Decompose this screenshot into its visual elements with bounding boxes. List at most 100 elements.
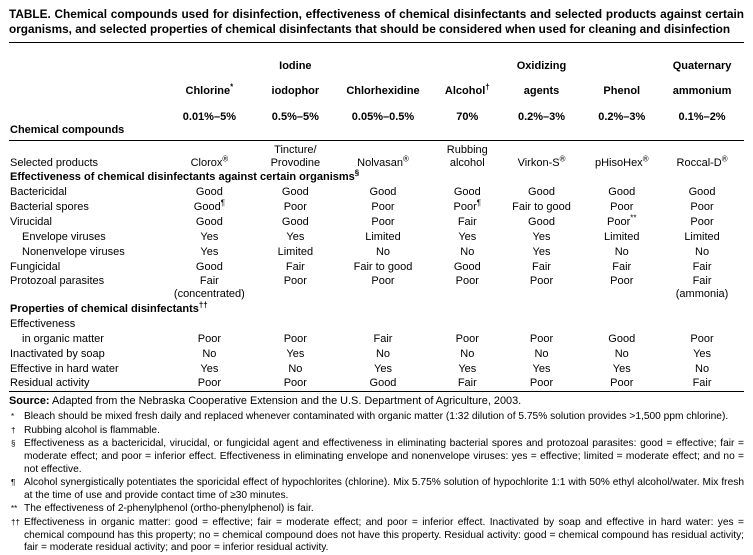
footnotes: * Bleach should be mixed fresh daily and… (9, 411, 744, 555)
cell: Fair (373, 332, 393, 345)
footnote-marker: † (11, 425, 16, 435)
cell: Yes (532, 362, 551, 375)
header-name-line: agents (523, 85, 560, 98)
cell: Yes (612, 362, 631, 375)
footnote-effectiveness-scale: § Effectiveness as a bactericidal, viruc… (9, 438, 744, 476)
cell: No (460, 347, 475, 360)
cell: Poor (610, 377, 634, 390)
cell: Poor (690, 201, 714, 214)
footnote-text: Rubbing alcohol is flammable. (24, 424, 160, 436)
cell: No (288, 362, 303, 375)
row-bacterial-spores: Bacterial spores Good¶ Poor Poor Poor¶ F… (9, 198, 744, 215)
header-name-line: Chlorhexidine (346, 85, 420, 98)
row-label: Bacterial spores (10, 201, 89, 214)
cell: Tincture/ Provodine (270, 143, 321, 169)
cell: Good (369, 377, 397, 390)
cell: Fair (612, 260, 632, 273)
footnote-text: Alcohol synergistically potentiates the … (24, 477, 744, 501)
column-header-chlorine: Chlorine* 0.01%–5% (159, 42, 260, 141)
cell: Poor (455, 275, 479, 288)
column-header-iodine-iodophor: Iodine iodophor 0.5%–5% (259, 42, 331, 141)
cell: Poor (283, 201, 307, 214)
cell: Yes (200, 230, 219, 243)
header-name-line: Chlorine* (185, 82, 234, 98)
source-line: Source: Adapted from the Nebraska Cooper… (9, 395, 744, 409)
column-header-quaternary-ammonium: Quaternary ammonium 0.1%–2% (660, 42, 744, 141)
cell: No (460, 245, 475, 258)
header-conc-line: 0.2%–3% (517, 111, 566, 124)
footnote-text: The effectiveness of 2-phenylphenol (ort… (24, 503, 314, 515)
cell: Yes (693, 347, 712, 360)
cell (260, 317, 331, 332)
footnote-text: Bleach should be mixed fresh daily and r… (24, 410, 729, 422)
cell: Good (608, 332, 636, 345)
row-label: Envelope viruses (22, 230, 106, 243)
cell: Yes (532, 230, 551, 243)
cell: Poor (371, 201, 395, 214)
section-heading-effectiveness: Effectiveness of chemical disinfectants … (9, 168, 744, 185)
cell: Poor (283, 275, 307, 288)
cell: No (202, 347, 217, 360)
row-label: Bactericidal (10, 186, 67, 199)
row-label: Residual activity (10, 377, 90, 390)
cell: pHisoHex® (595, 153, 649, 169)
row-bactericidal: Bactericidal Good Good Good Good Good Go… (9, 185, 744, 200)
cell (331, 317, 435, 332)
footnote-marker: †† (11, 518, 20, 528)
cell: Fair (692, 377, 712, 390)
cell: No (695, 362, 710, 375)
header-conc-line: 0.2%–3% (598, 111, 646, 124)
cell: Poor (610, 275, 634, 288)
cell: Good (528, 216, 555, 229)
header-conc-line: 0.1%–2% (678, 111, 726, 124)
cell: Poor (529, 275, 554, 288)
cell: Good (369, 186, 397, 199)
cell: Poor¶ (453, 198, 482, 214)
table-body: Selected products Clorox® Tincture/ Prov… (9, 140, 744, 392)
footnote-bleach: * Bleach should be mixed fresh daily and… (9, 411, 744, 424)
row-effective-in-hard-water: Effective in hard water Yes No Yes Yes Y… (9, 362, 744, 377)
cell: Fair (285, 260, 305, 273)
footnote-properties-scale: †† Effectiveness in organic matter: good… (9, 517, 744, 555)
footnote-text: Effectiveness as a bactericidal, virucid… (24, 438, 744, 475)
cell: Fair (692, 260, 712, 273)
row-residual-activity: Residual activity Poor Poor Good Fair Po… (9, 376, 744, 391)
column-header-alcohol: Alcohol† 70% (435, 42, 500, 141)
table-header: Chemical compounds Chlorine* 0.01%–5% Io… (9, 42, 744, 141)
cell: Yes (458, 230, 477, 243)
row-in-organic-matter: in organic matter Poor Poor Fair Poor Po… (9, 332, 744, 347)
row-label: Fungicidal (10, 260, 61, 273)
row-label: Inactivated by soap (10, 347, 105, 360)
section-heading-properties: Properties of chemical disinfectants†† (9, 301, 744, 317)
footnote-marker: * (11, 411, 15, 421)
row-label: Nonenvelope viruses (22, 245, 125, 258)
cell: Limited (684, 230, 720, 243)
header-name-line: Alcohol† (444, 82, 490, 98)
row-fungicidal: Fungicidal Good Fair Fair to good Good F… (9, 260, 744, 275)
cell: Good (453, 260, 481, 273)
cell (159, 317, 260, 332)
cell: Yes (374, 362, 392, 375)
cell: Limited (604, 230, 640, 243)
disinfectants-table: Chemical compounds Chlorine* 0.01%–5% Io… (9, 41, 744, 393)
cell: Poor (283, 332, 307, 345)
cell: Poor (529, 332, 554, 345)
row-selected-products: Selected products Clorox® Tincture/ Prov… (9, 140, 744, 170)
row-label: Protozoal parasites (10, 275, 105, 288)
cell: Poor (455, 332, 479, 345)
cell: Fair to good (512, 201, 571, 214)
footnote-marker: ¶ (11, 478, 16, 488)
cell: Yes (200, 245, 219, 258)
column-header-phenol: Phenol 0.2%–3% (583, 42, 661, 141)
cell (500, 317, 584, 332)
cell: Fair (457, 216, 477, 229)
cell: Good (528, 186, 555, 199)
cell: Yes (532, 245, 551, 258)
header-name-line: Phenol (603, 85, 641, 98)
cell: Poor (283, 377, 307, 390)
row-virucidal: Virucidal Good Good Poor Fair Good Poor*… (9, 214, 744, 230)
section-heading-text: Effectiveness of chemical disinfectants … (10, 168, 360, 184)
cell: Poor (690, 216, 714, 229)
cell: No (375, 245, 391, 258)
column-header-chlorhexidine: Chlorhexidine 0.05%–0.5% (330, 42, 436, 141)
